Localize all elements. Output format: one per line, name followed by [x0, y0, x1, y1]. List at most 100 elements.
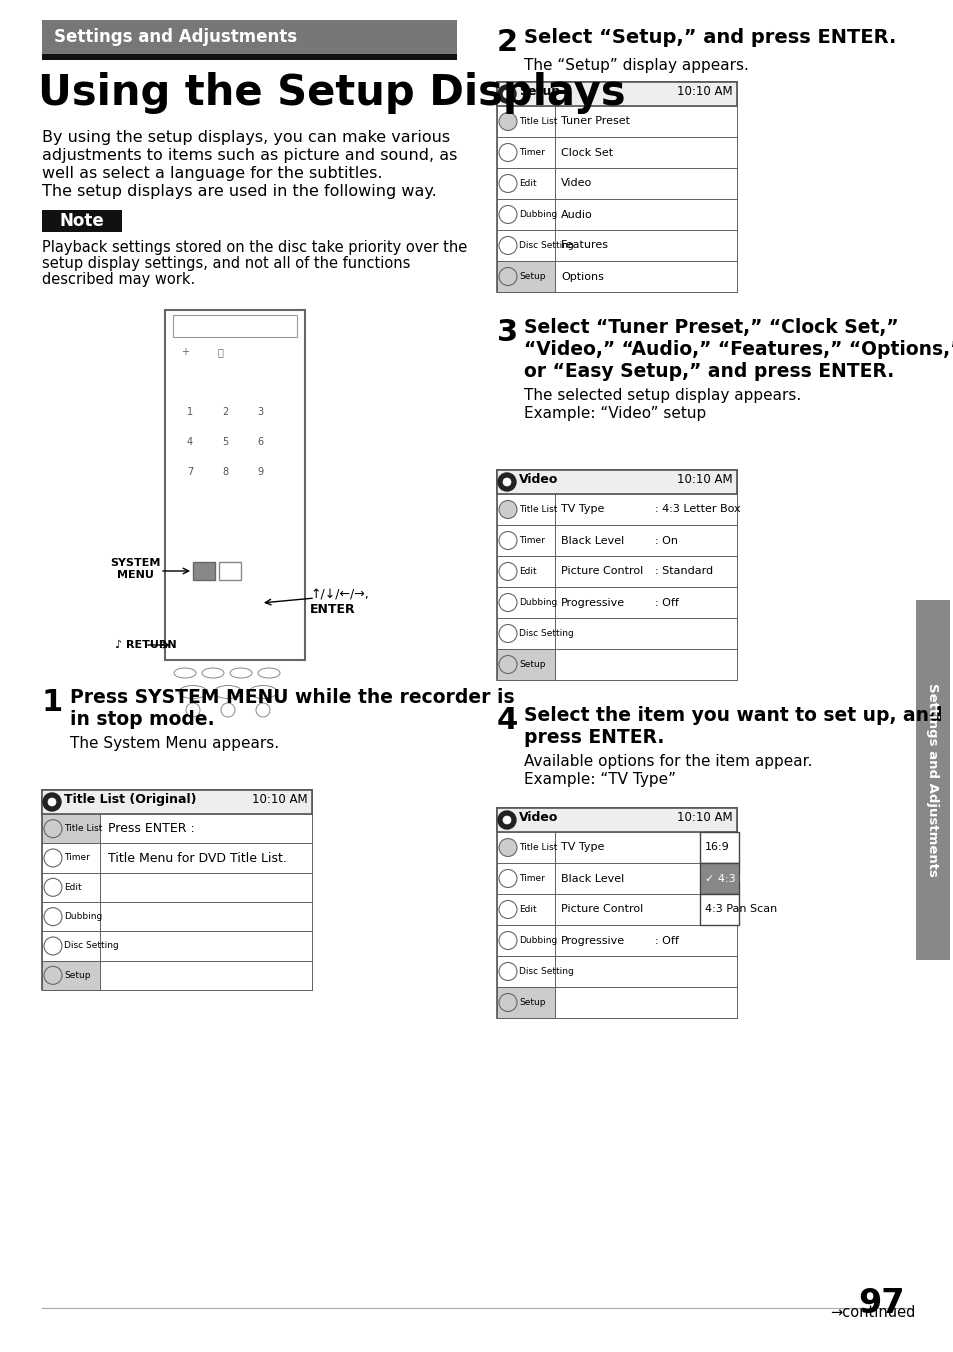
Bar [100, 961, 312, 990]
Bar [42, 844, 100, 872]
Bar [42, 790, 312, 990]
Text: 1: 1 [42, 688, 63, 717]
Bar [497, 863, 555, 894]
Circle shape [498, 237, 517, 254]
Text: Select the item you want to set up, and: Select the item you want to set up, and [523, 706, 942, 725]
Text: 10:10 AM: 10:10 AM [677, 473, 732, 485]
Text: Video: Video [518, 473, 558, 485]
Bar [555, 831, 737, 863]
Text: : Off: : Off [655, 936, 679, 945]
Bar [497, 894, 555, 925]
Text: adjustments to items such as picture and sound, as: adjustments to items such as picture and… [42, 147, 456, 164]
Bar [497, 525, 555, 556]
Bar [100, 814, 312, 844]
Text: Settings and Adjustments: Settings and Adjustments [925, 683, 939, 877]
Text: Disc Setting: Disc Setting [518, 629, 573, 638]
Bar [497, 230, 555, 261]
Text: Timer: Timer [518, 873, 544, 883]
Circle shape [44, 937, 62, 955]
Circle shape [502, 817, 511, 823]
Bar [42, 54, 456, 59]
Circle shape [44, 967, 62, 984]
Circle shape [498, 963, 517, 980]
Bar [42, 790, 312, 814]
Circle shape [502, 91, 511, 97]
Text: Dubbing: Dubbing [518, 598, 557, 607]
Text: “Video,” “Audio,” “Features,” “Options,”: “Video,” “Audio,” “Features,” “Options,” [523, 339, 953, 360]
Circle shape [498, 900, 517, 918]
Bar [497, 831, 555, 863]
Bar [193, 562, 214, 580]
Bar [700, 831, 739, 863]
Circle shape [498, 143, 517, 161]
Bar [497, 470, 737, 680]
Text: Disc Setting: Disc Setting [518, 967, 573, 976]
Text: : Standard: : Standard [655, 566, 713, 576]
Bar [497, 925, 555, 956]
Text: Note: Note [59, 212, 104, 230]
Circle shape [44, 819, 62, 838]
Text: 4: 4 [497, 706, 517, 735]
Bar [497, 587, 555, 618]
Text: 8: 8 [222, 466, 228, 477]
Text: 4: 4 [187, 437, 193, 448]
Circle shape [502, 479, 511, 485]
Text: Features: Features [560, 241, 608, 250]
Circle shape [225, 617, 245, 635]
Text: The System Menu appears.: The System Menu appears. [70, 735, 279, 750]
Bar [42, 20, 456, 54]
Circle shape [498, 932, 517, 949]
Text: Title List: Title List [64, 825, 102, 833]
Bar [497, 808, 737, 1018]
Text: 2: 2 [497, 28, 517, 57]
Text: Black Level: Black Level [560, 873, 623, 883]
Bar [42, 932, 100, 961]
Bar [700, 894, 739, 925]
Bar [555, 649, 737, 680]
Bar [555, 587, 737, 618]
Text: Example: “TV Type”: Example: “TV Type” [523, 772, 676, 787]
Text: 10:10 AM: 10:10 AM [677, 85, 732, 97]
Text: Picture Control: Picture Control [560, 904, 642, 914]
Text: setup display settings, and not all of the functions: setup display settings, and not all of t… [42, 256, 410, 270]
Bar [555, 493, 737, 525]
Text: ENTER: ENTER [310, 603, 355, 617]
Text: ⏸: ⏸ [217, 347, 223, 357]
Bar [42, 902, 100, 932]
Bar [555, 261, 737, 292]
Bar [497, 987, 555, 1018]
Text: : Off: : Off [655, 598, 679, 607]
Text: 10:10 AM: 10:10 AM [253, 794, 308, 806]
Bar [555, 525, 737, 556]
Bar [497, 82, 737, 292]
Text: Press SYSTEM MENU while the recorder is: Press SYSTEM MENU while the recorder is [70, 688, 514, 707]
Text: in stop mode.: in stop mode. [70, 710, 214, 729]
Text: 1: 1 [187, 407, 193, 416]
Text: SYSTEM: SYSTEM [110, 558, 160, 568]
Bar [497, 956, 555, 987]
Text: well as select a language for the subtitles.: well as select a language for the subtit… [42, 166, 382, 181]
Text: Clock Set: Clock Set [560, 147, 613, 157]
Circle shape [498, 838, 517, 857]
Text: Progressive: Progressive [560, 936, 624, 945]
Text: Title List: Title List [518, 844, 557, 852]
Text: Title List (Original): Title List (Original) [64, 794, 196, 806]
Bar [555, 199, 737, 230]
Text: Disc Setting: Disc Setting [518, 241, 573, 250]
Text: Options: Options [560, 272, 603, 281]
Text: Audio: Audio [560, 210, 592, 219]
Text: Edit: Edit [518, 904, 536, 914]
Bar [497, 618, 555, 649]
Text: Picture Control: Picture Control [560, 566, 642, 576]
Text: Setup: Setup [518, 660, 545, 669]
Bar [555, 230, 737, 261]
Bar [42, 210, 122, 233]
Circle shape [245, 598, 265, 618]
Bar [497, 168, 555, 199]
Bar [915, 600, 949, 960]
Bar [497, 649, 555, 680]
Bar [700, 863, 739, 894]
Circle shape [43, 794, 61, 811]
Text: Dubbing: Dubbing [518, 210, 557, 219]
Circle shape [497, 473, 516, 491]
